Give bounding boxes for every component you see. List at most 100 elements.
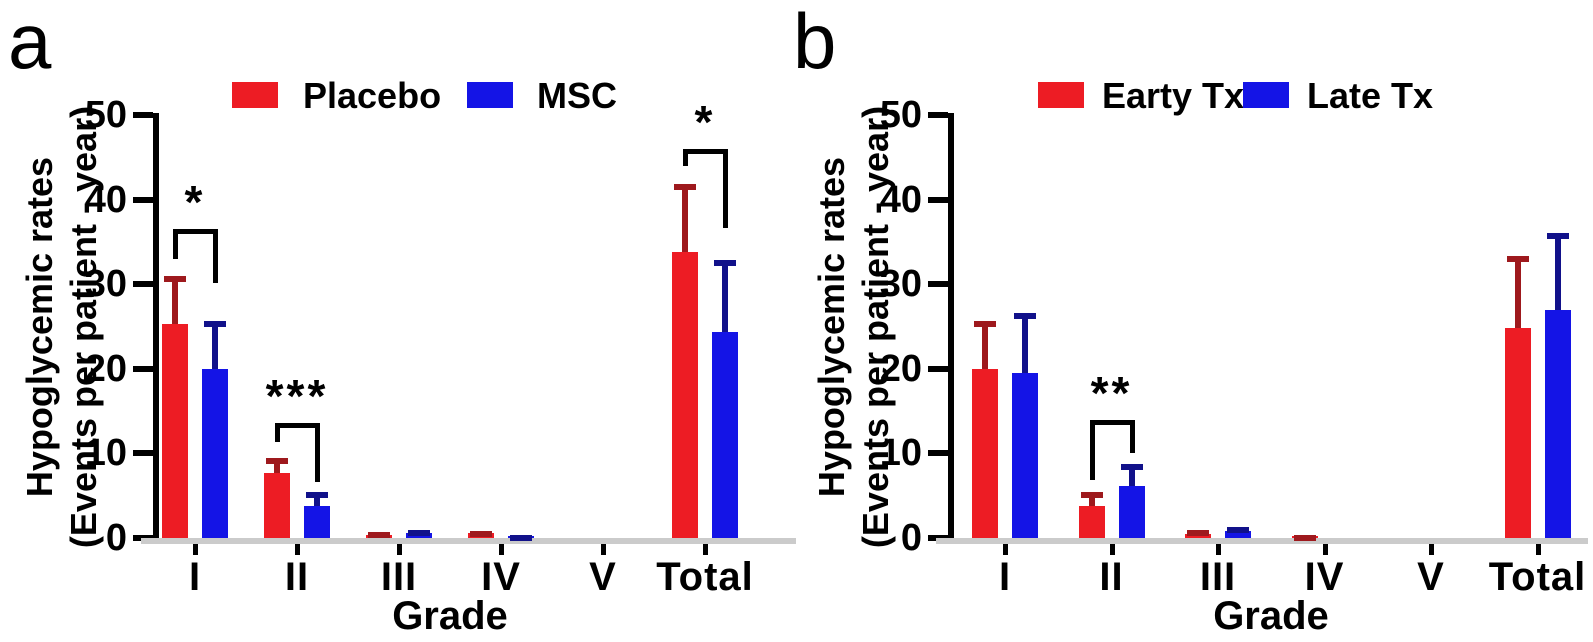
y-axis-label-line: (Events per patient - year) [855, 105, 896, 548]
legend-swatch-earty-tx [1038, 82, 1084, 108]
legend-label: MSC [537, 75, 617, 116]
bar-placebo-grade-i [162, 323, 188, 538]
error-bar-stem [1514, 256, 1521, 329]
error-bar-cap [470, 530, 492, 537]
error-bar-cap [1506, 256, 1529, 263]
error-bar-cap [266, 458, 288, 465]
error-bar-stem [1128, 464, 1135, 486]
significance-label: * [184, 176, 206, 229]
panel-letter: b [793, 0, 837, 85]
bar-msc-grade-i [202, 368, 228, 538]
error-bar-stem [314, 492, 320, 506]
error-bar-stem [172, 275, 178, 324]
y-tick [928, 365, 948, 372]
x-tick [1003, 544, 1008, 555]
x-tick [1429, 544, 1434, 555]
x-tick [1109, 544, 1115, 555]
error-bar-cap [714, 259, 736, 266]
error-bar-cap [1227, 527, 1249, 533]
significance-bracket-right-leg [213, 229, 218, 283]
y-tick-label: 50 [879, 94, 922, 136]
x-category-label: II [284, 555, 310, 599]
legend-swatch-msc [467, 82, 513, 108]
x-tick [601, 544, 606, 555]
y-axis-label-text: Hypoglycemic rates (Events per patient - … [810, 105, 898, 547]
y-axis-label-line: Hypoglycemic rates [811, 156, 852, 497]
x-category-label: I [188, 555, 202, 599]
y-tick [928, 281, 948, 288]
significance-bracket-bar [1089, 419, 1135, 425]
error-bar-cap [1120, 464, 1143, 471]
error-bar-cap [510, 535, 532, 542]
error-bar-stem [1088, 492, 1095, 506]
bar-placebo-grade-total [672, 252, 698, 538]
error-bar-stem [722, 259, 728, 332]
x-category-label: IV [481, 555, 521, 599]
x-tick [499, 544, 504, 555]
error-bar-stem [1022, 312, 1028, 374]
y-tick [928, 112, 948, 118]
bar-earty-tx-grade-ii [1078, 505, 1105, 538]
bar-late-tx-grade-iii [1225, 531, 1251, 538]
significance-bracket-bar [173, 229, 218, 235]
x-category-label: III [1199, 555, 1237, 599]
y-tick [928, 196, 948, 203]
y-tick [133, 450, 153, 457]
significance-bracket-right-leg [723, 148, 728, 229]
significance-bracket-left-leg [1089, 419, 1095, 481]
error-bar-stem [212, 321, 218, 369]
x-category-label: II [1099, 555, 1124, 599]
error-bar-cap [674, 184, 696, 191]
panel-letter: a [8, 0, 52, 85]
significance-bracket-right-leg [315, 422, 320, 483]
error-bar-cap [164, 275, 186, 282]
x-axis-baseline [936, 538, 1588, 544]
x-axis-baseline [141, 538, 796, 544]
significance-bracket-bar [683, 148, 728, 154]
significance-label: ** [1090, 366, 1133, 419]
y-tick-label: 50 [84, 94, 127, 136]
error-bar-stem [982, 321, 988, 369]
y-tick-label: 40 [84, 178, 127, 221]
x-tick [703, 544, 708, 555]
y-tick-label: 30 [879, 263, 922, 306]
x-tick [193, 544, 198, 555]
y-tick-label: 10 [84, 432, 127, 475]
error-bar-cap [204, 321, 226, 328]
y-tick [133, 196, 153, 203]
x-tick [1216, 544, 1221, 555]
error-bar-cap [368, 531, 390, 538]
error-bar-cap [408, 529, 430, 536]
legend-swatch-late-tx [1243, 82, 1289, 108]
x-tick [1322, 544, 1328, 555]
significance-bracket-right-leg [1129, 419, 1135, 454]
bar-earty-tx-grade-total [1504, 328, 1531, 538]
x-tick [1535, 544, 1541, 555]
legend-label: Late Tx [1307, 75, 1434, 116]
x-tick [295, 544, 300, 555]
legend-label: Placebo [303, 75, 442, 116]
x-category-label: Total [656, 555, 754, 599]
significance-bracket-left-leg [683, 148, 688, 166]
bar-msc-grade-total [712, 331, 738, 538]
y-tick-label: 20 [879, 347, 922, 390]
y-tick-label: 0 [900, 517, 922, 559]
legend-label: Earty Tx [1102, 75, 1245, 116]
error-bar-stem [682, 184, 688, 253]
significance-label: * [694, 95, 716, 148]
y-tick [928, 450, 948, 457]
significance-label: *** [265, 369, 329, 422]
error-bar-stem [274, 458, 280, 473]
y-tick-label: 10 [879, 432, 922, 475]
y-axis-line [948, 113, 954, 540]
x-category-label: V [589, 555, 617, 599]
bar-late-tx-grade-total [1544, 310, 1571, 538]
error-bar-cap [1014, 312, 1036, 319]
bar-msc-grade-ii [304, 505, 330, 538]
error-bar-cap [974, 321, 996, 328]
x-category-label: IV [1304, 555, 1345, 599]
error-bar-cap [1546, 233, 1569, 240]
